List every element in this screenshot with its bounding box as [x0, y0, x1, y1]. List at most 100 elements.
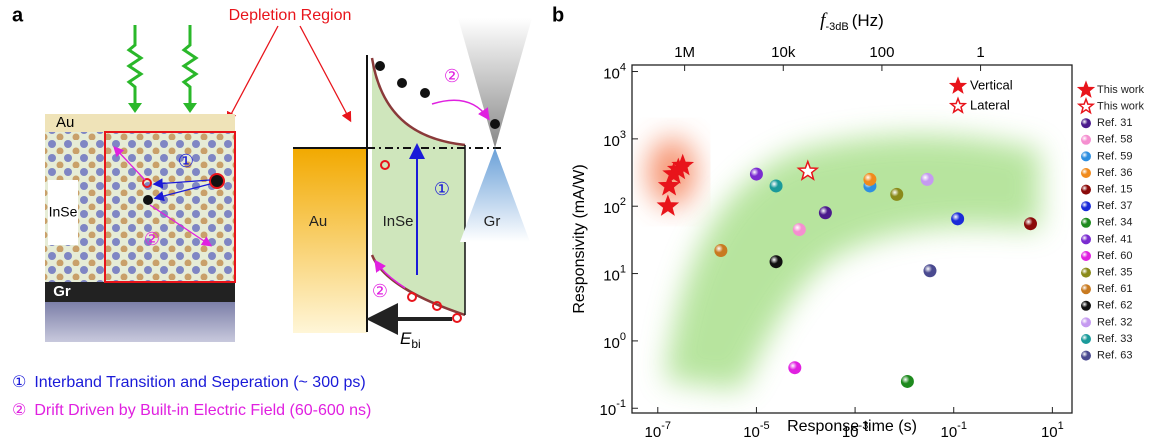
panel-label: a — [12, 4, 24, 26]
tick-exp: 0 — [620, 331, 626, 343]
gr-layer — [45, 282, 235, 302]
legend-label: Ref. 36 — [1097, 167, 1132, 179]
hole — [453, 314, 461, 322]
star-marker — [1079, 83, 1093, 97]
x-axis-label: Response time (s) — [787, 418, 917, 435]
label: InSe — [49, 204, 78, 220]
circle-marker — [770, 179, 783, 192]
label: InSe — [383, 213, 414, 230]
tick-base: 10 — [600, 402, 617, 419]
circle-marker — [1081, 251, 1091, 261]
tick-base: 10 — [743, 424, 760, 438]
tick-base: 10 — [603, 65, 620, 82]
tick-label: 101 — [603, 263, 626, 284]
circle-marker — [1081, 118, 1091, 128]
arrow — [228, 26, 278, 120]
tick-label: 101 — [1041, 420, 1064, 438]
step-mark: ② — [372, 281, 388, 301]
step-mark: ② — [144, 229, 160, 249]
legend-label: Ref. 62 — [1097, 300, 1132, 312]
tick-exp: 3 — [620, 129, 626, 141]
note-text: Drift Driven by Built-in Electric Field … — [34, 402, 371, 419]
star-marker — [1079, 99, 1093, 113]
tick-label: 10-1 — [600, 398, 626, 419]
electron — [143, 195, 153, 205]
x2-tick-label: 1 — [976, 44, 984, 61]
step-mark: ② — [444, 66, 460, 86]
hole — [408, 293, 416, 301]
circle-marker — [1081, 201, 1091, 211]
step-mark: ① — [178, 151, 194, 171]
arrow — [300, 26, 350, 120]
arrow — [432, 100, 488, 118]
legend-label: Ref. 35 — [1097, 267, 1132, 279]
trend-region — [665, 135, 1040, 390]
x2-subscript: -3dB — [825, 21, 848, 33]
circle-marker — [1081, 168, 1091, 178]
tick-label: 10-1 — [940, 420, 966, 438]
light-arrow — [129, 25, 141, 107]
tick-label: 103 — [603, 129, 626, 150]
au-band — [293, 148, 367, 333]
legend-label: Ref. 58 — [1097, 134, 1132, 146]
circle-marker — [1081, 284, 1091, 294]
inner-legend-label: Lateral — [970, 97, 1010, 112]
star-marker — [951, 79, 965, 93]
circle-marker — [1081, 317, 1091, 327]
light-arrow — [183, 103, 197, 113]
circle-marker — [714, 244, 727, 257]
circle-marker — [1081, 268, 1091, 278]
legend-label: This work — [1097, 84, 1145, 96]
tick-exp: 4 — [620, 61, 626, 73]
tick-exp: 1 — [620, 263, 626, 275]
electron — [420, 88, 430, 98]
tick-exp: 2 — [620, 196, 626, 208]
legend-label: Ref. 31 — [1097, 117, 1132, 129]
x2-tick-label: 1M — [674, 44, 695, 61]
x2-unit: (Hz) — [852, 11, 884, 30]
circle-marker — [788, 361, 801, 374]
step-mark: ① — [434, 179, 450, 199]
tick-label: 10-7 — [645, 420, 671, 438]
tick-exp: -1 — [616, 398, 626, 410]
tick-base: 10 — [1041, 424, 1058, 438]
star-marker — [951, 99, 965, 113]
y-axis-label: Responsivity (mA/W) — [571, 164, 588, 313]
x2-tick-label: 100 — [869, 44, 894, 61]
legend-label: Ref. 37 — [1097, 200, 1132, 212]
note: ② Drift Driven by Built-in Electric Field… — [12, 402, 371, 419]
light-arrow — [128, 103, 142, 113]
note-mark: ① — [12, 374, 26, 391]
label: Gr — [53, 283, 71, 300]
panel-label: b — [552, 4, 564, 26]
legend-label: Ref. 61 — [1097, 283, 1132, 295]
legend-label: Ref. 34 — [1097, 217, 1132, 229]
tick-label: 10-5 — [743, 420, 769, 438]
figure: a Depletion Region Au InSe Gr ① ② — [0, 0, 1150, 438]
note: ① Interband Transition and Seperation (~ … — [12, 374, 366, 391]
tick-base: 10 — [603, 133, 620, 150]
circle-marker — [1081, 135, 1091, 145]
tick-exp: 1 — [1058, 420, 1064, 432]
legend-label: Ref. 41 — [1097, 233, 1132, 245]
circle-marker — [770, 255, 783, 268]
circle-marker — [901, 375, 914, 388]
circle-marker — [951, 212, 964, 225]
depletion-label: Depletion Region — [229, 7, 352, 24]
note-text: Interband Transition and Seperation (~ 3… — [34, 374, 365, 391]
note-mark: ② — [12, 402, 26, 419]
inner-legend-label: Vertical — [970, 77, 1013, 92]
tick-base: 10 — [940, 424, 957, 438]
circle-marker — [1081, 334, 1091, 344]
circle-marker — [1081, 351, 1091, 361]
electron — [397, 78, 407, 88]
field: E — [400, 329, 412, 348]
legend-label: Ref. 15 — [1097, 184, 1132, 196]
tick-label: 102 — [603, 196, 626, 217]
circle-marker — [1081, 234, 1091, 244]
circle-marker — [1081, 218, 1091, 228]
circle-marker — [1081, 301, 1091, 311]
circle-marker — [921, 173, 934, 186]
circle-marker — [819, 206, 832, 219]
legend-label: Ref. 59 — [1097, 150, 1132, 162]
